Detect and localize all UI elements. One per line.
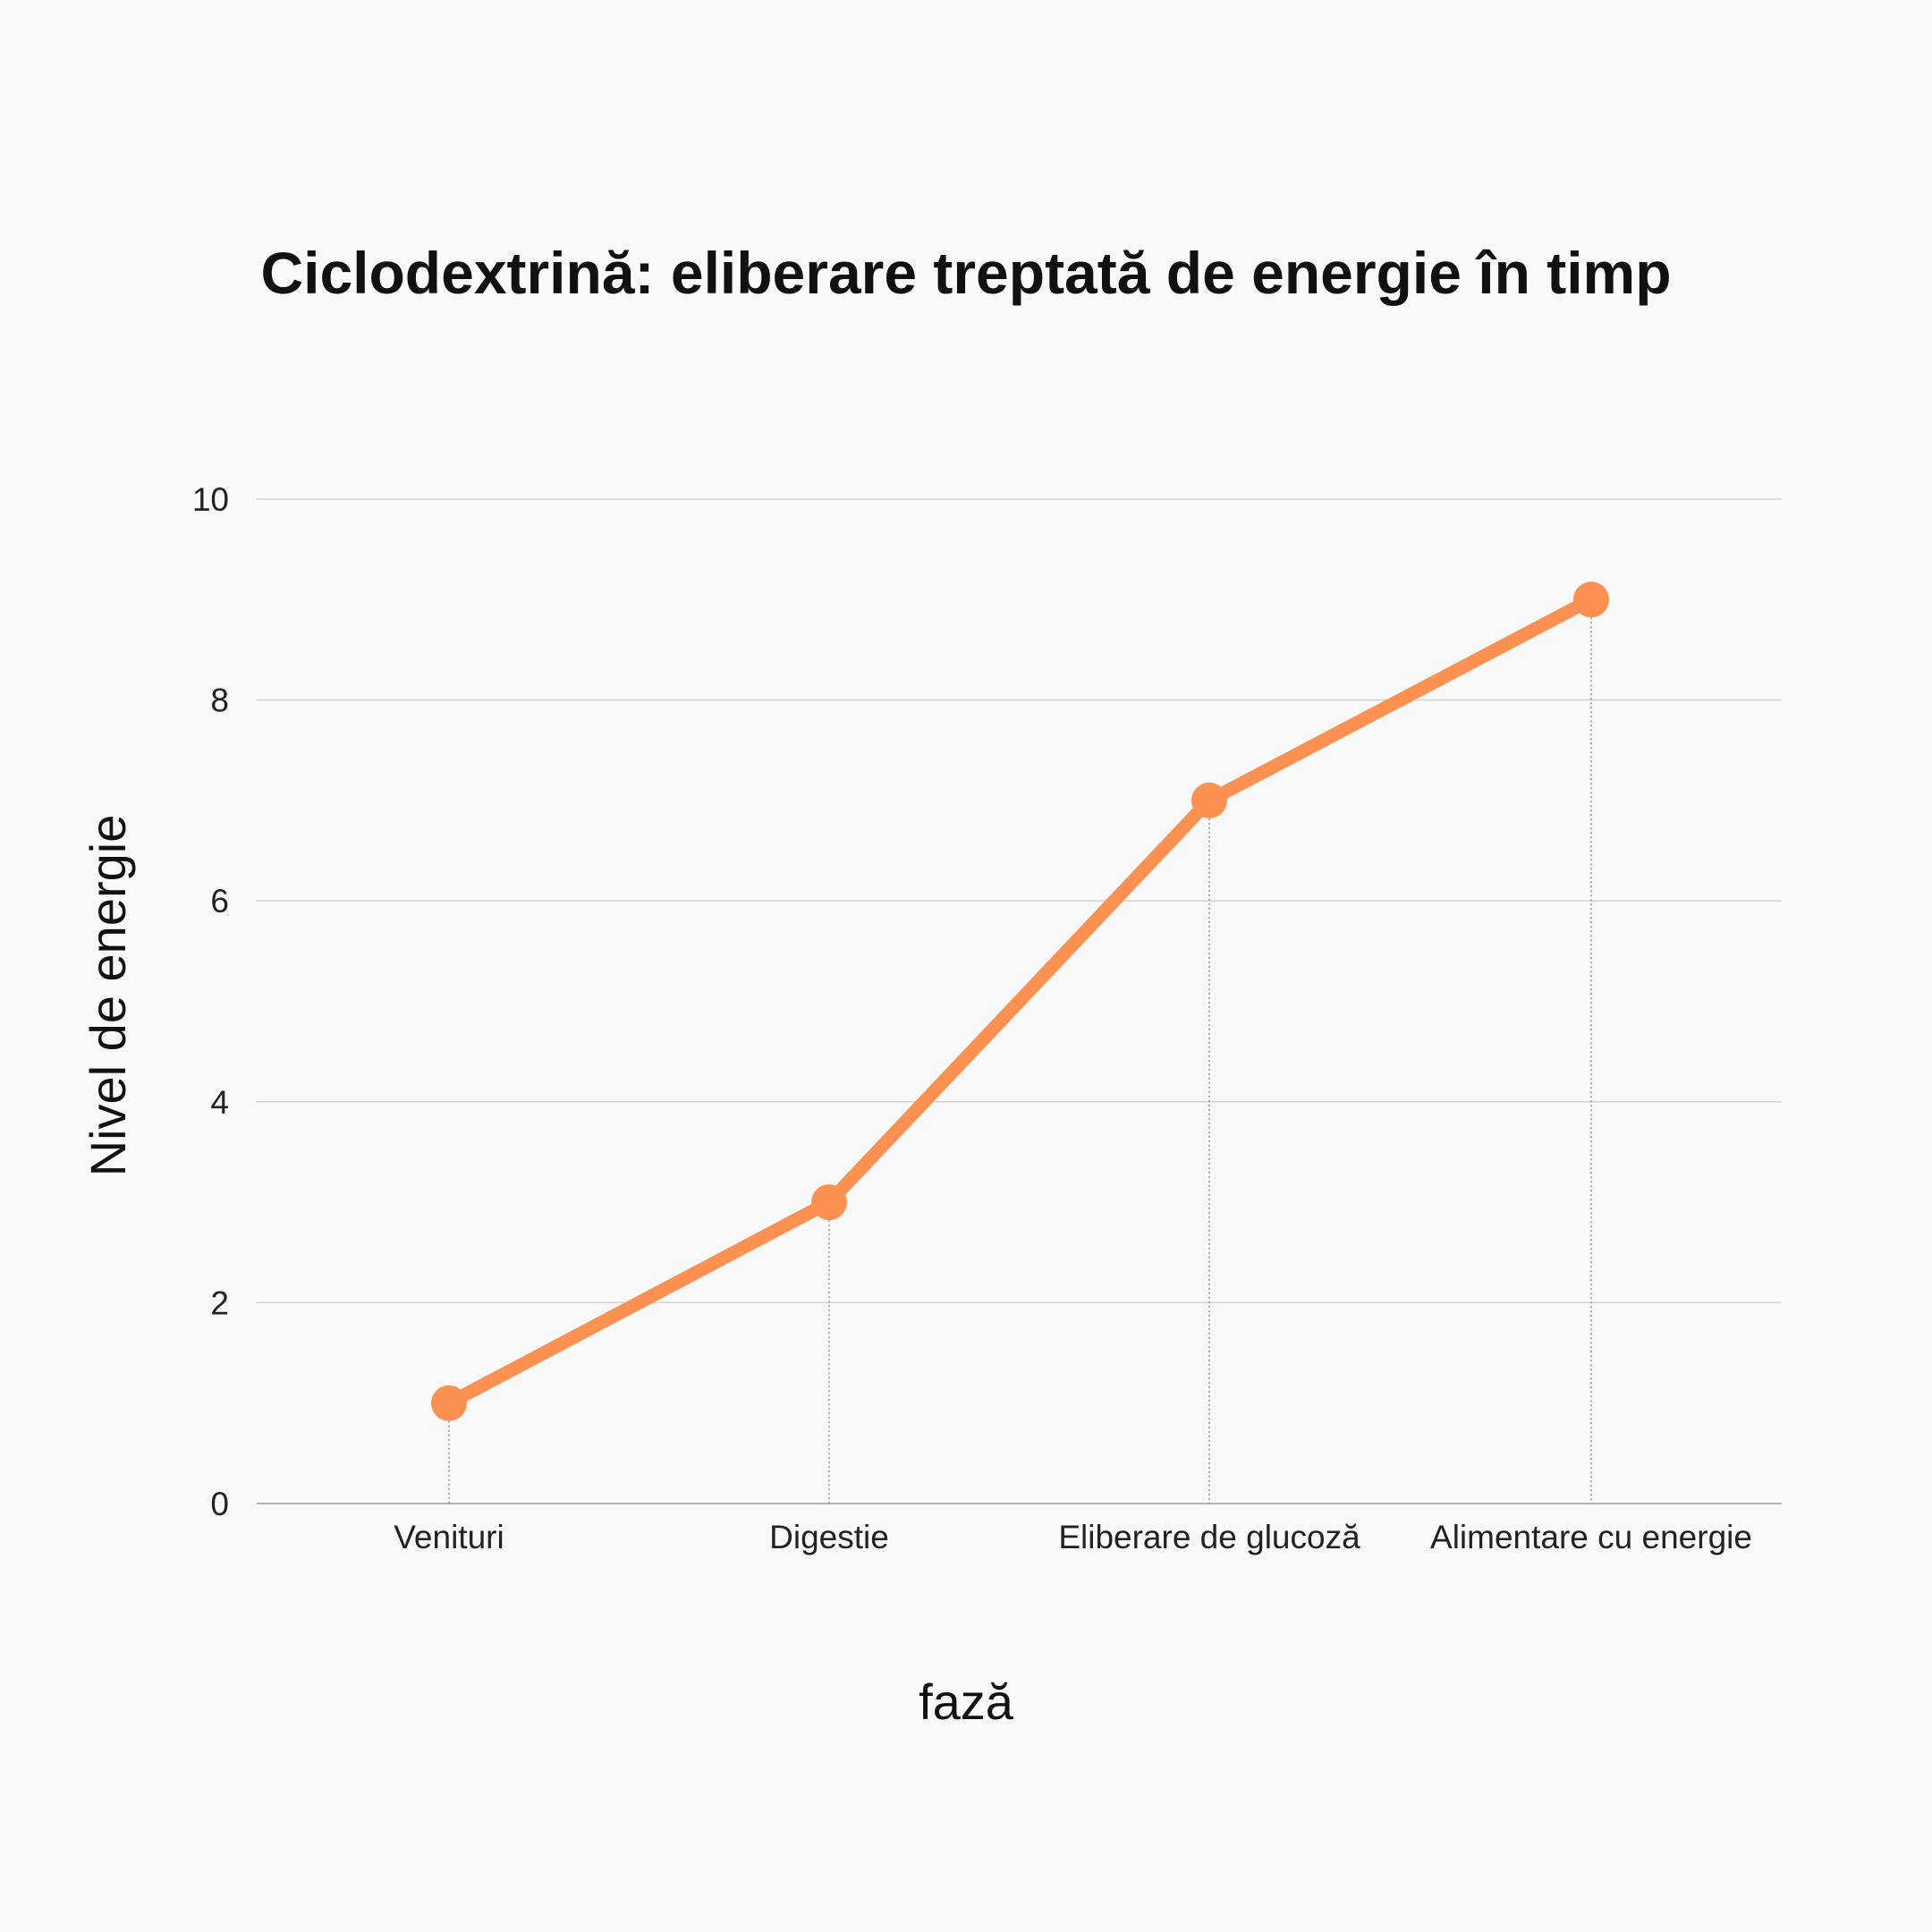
data-point [811,1184,847,1221]
y-tick-label: 10 [192,481,229,518]
data-point [1191,782,1227,818]
data-series [431,581,1609,1421]
data-point [1573,581,1609,618]
x-axis-title: fază [919,1674,1014,1730]
y-tick-label: 4 [210,1084,229,1121]
x-tick-label: Eliberare de glucoză [1058,1519,1360,1555]
data-point [431,1385,467,1421]
y-axis-title: Nivel de energie [80,815,136,1177]
series-line [442,592,1598,1411]
chart-title: Ciclodextrină: eliberare treptată de ene… [260,240,1671,306]
x-tick-label: Venituri [394,1519,504,1555]
x-axis-ticks: Venituri Digestie Eliberare de glucoză Alim… [394,1519,1752,1555]
y-tick-label: 6 [210,883,229,919]
y-grid [257,498,1782,1304]
y-tick-label: 8 [210,682,229,719]
y-tick-label: 2 [210,1284,229,1321]
drop-lines [448,599,1592,1504]
x-tick-label: Alimentare cu energie [1430,1519,1752,1555]
y-axis-ticks: 0 2 4 6 8 10 [192,481,229,1522]
y-tick-label: 0 [210,1486,229,1522]
x-tick-label: Digestie [769,1519,889,1555]
